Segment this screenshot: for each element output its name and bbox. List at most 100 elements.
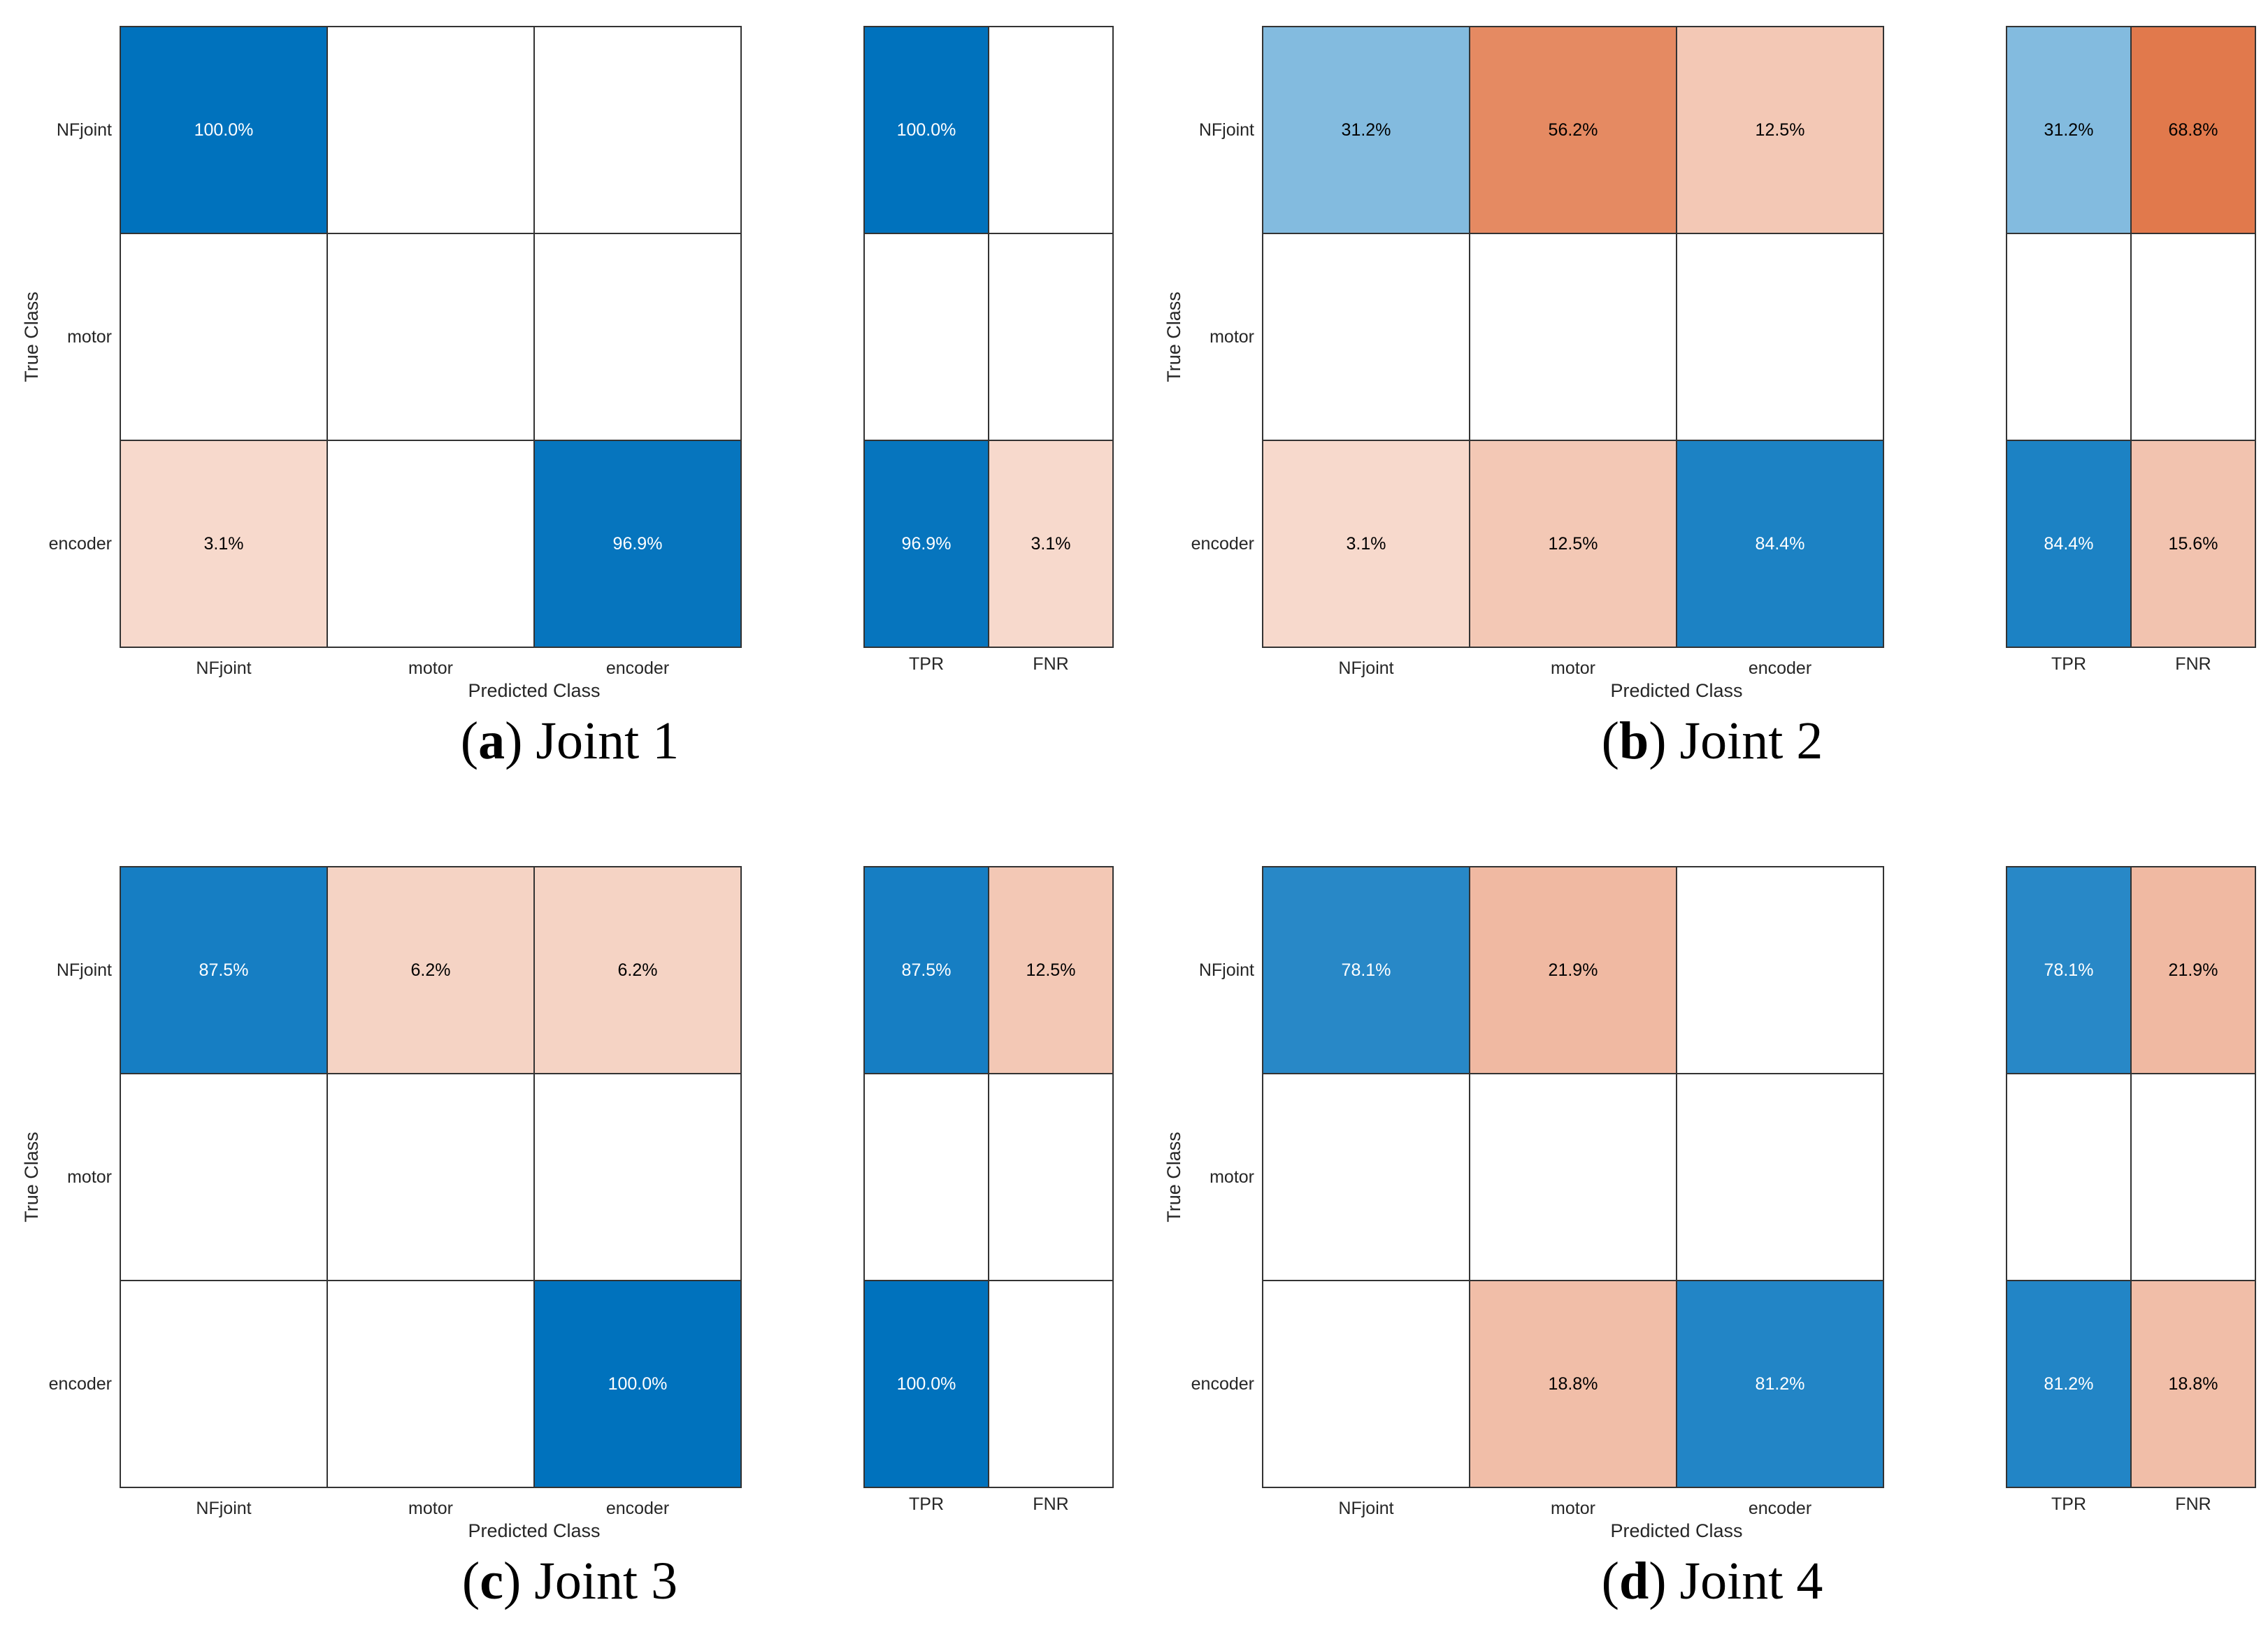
summary-label-2-0-1: 12.5%	[1026, 960, 1076, 980]
pred-class-tick-1-2: encoder	[1749, 658, 1811, 678]
xlabel-3: Predicted Class	[1610, 1520, 1742, 1541]
summary-col-tick-0-1: FNR	[1033, 654, 1068, 674]
matrix-cell-1-0-1	[1469, 26, 1677, 234]
summary-cell-1-2-0	[2006, 440, 2132, 648]
matrix-cell-2-0-1	[326, 866, 535, 1074]
matrix-cell-3-2-2	[1676, 1280, 1884, 1488]
summary-col-tick-1-0: TPR	[2051, 654, 2086, 674]
matrix-cell-2-2-2	[533, 1280, 742, 1488]
matrix-cell-2-1-0	[120, 1073, 328, 1281]
matrix-cell-1-2-0	[1262, 440, 1470, 648]
matrix-cell-1-1-0	[1262, 233, 1470, 441]
summary-cell-1-1-1	[2130, 233, 2256, 441]
pred-class-tick-3-1: motor	[1551, 1499, 1595, 1518]
summary-label-1-2-0: 84.4%	[2044, 534, 2094, 554]
matrix-label-3-2-1: 18.8%	[1549, 1374, 1598, 1394]
matrix-label-1-0-2: 12.5%	[1756, 120, 1805, 140]
ylabel-0: True Class	[21, 291, 42, 382]
matrix-label-2-0-0: 87.5%	[199, 960, 249, 980]
true-class-tick-1-0: NFjoint	[1199, 120, 1254, 140]
summary-label-0-2-0: 96.9%	[902, 534, 952, 554]
matrix-cell-3-0-1	[1469, 866, 1677, 1074]
xlabel-2: Predicted Class	[468, 1520, 600, 1541]
matrix-cell-2-0-0	[120, 866, 328, 1074]
matrix-cell-1-1-2	[1676, 233, 1884, 441]
matrix-cell-0-2-0	[120, 440, 328, 648]
true-class-tick-3-1: motor	[1210, 1167, 1254, 1187]
summary-col-tick-3-0: TPR	[2051, 1494, 2086, 1514]
summary-cell-1-0-0	[2006, 26, 2132, 234]
matrix-label-1-2-0: 3.1%	[1347, 534, 1386, 554]
summary-col-tick-0-0: TPR	[909, 654, 944, 674]
summary-label-3-0-0: 78.1%	[2044, 960, 2094, 980]
matrix-cell-0-1-2	[533, 233, 742, 441]
matrix-label-1-0-1: 56.2%	[1549, 120, 1598, 140]
true-class-tick-3-2: encoder	[1191, 1374, 1254, 1394]
xlabel-0: Predicted Class	[468, 680, 600, 701]
caption-3: (d) Joint 4	[1602, 1552, 1823, 1610]
caption-0: (a) Joint 1	[461, 712, 679, 770]
summary-cell-1-0-1	[2130, 26, 2256, 234]
summary-label-0-0-0: 100.0%	[897, 120, 956, 140]
caption-1: (b) Joint 2	[1602, 712, 1823, 770]
summary-col-tick-2-1: FNR	[1033, 1494, 1068, 1514]
summary-col-tick-2-0: TPR	[909, 1494, 944, 1514]
summary-cell-0-1-1	[988, 233, 1114, 441]
pred-class-tick-0-0: NFjoint	[196, 658, 251, 678]
summary-cell-2-0-0	[863, 866, 989, 1074]
summary-cell-0-2-1	[988, 440, 1114, 648]
matrix-cell-0-1-1	[326, 233, 535, 441]
matrix-cell-3-2-0	[1262, 1280, 1470, 1488]
matrix-cell-0-2-2	[533, 440, 742, 648]
matrix-label-3-0-0: 78.1%	[1342, 960, 1391, 980]
pred-class-tick-2-2: encoder	[606, 1499, 669, 1518]
matrix-cell-3-1-0	[1262, 1073, 1470, 1281]
matrix-label-1-0-0: 31.2%	[1342, 120, 1391, 140]
summary-cell-3-2-1	[2130, 1280, 2256, 1488]
caption-2: (c) Joint 3	[462, 1552, 677, 1610]
true-class-tick-0-2: encoder	[49, 534, 112, 554]
pred-class-tick-2-0: NFjoint	[196, 1499, 251, 1518]
matrix-cell-1-0-0	[1262, 26, 1470, 234]
pred-class-tick-2-1: motor	[408, 1499, 453, 1518]
true-class-tick-1-1: motor	[1210, 327, 1254, 347]
summary-label-1-2-1: 15.6%	[2169, 534, 2218, 554]
pred-class-tick-0-2: encoder	[606, 658, 669, 678]
matrix-cell-3-0-2	[1676, 866, 1884, 1074]
matrix-cell-2-2-0	[120, 1280, 328, 1488]
matrix-cell-2-1-2	[533, 1073, 742, 1281]
matrix-label-1-2-2: 84.4%	[1756, 534, 1805, 554]
matrix-cell-0-0-1	[326, 26, 535, 234]
summary-cell-3-0-0	[2006, 866, 2132, 1074]
summary-label-2-2-0: 100.0%	[897, 1374, 956, 1394]
matrix-label-2-2-2: 100.0%	[608, 1374, 668, 1394]
summary-label-1-0-0: 31.2%	[2044, 120, 2094, 140]
matrix-cell-1-1-1	[1469, 233, 1677, 441]
matrix-cell-0-2-1	[326, 440, 535, 648]
matrix-label-2-0-2: 6.2%	[618, 960, 658, 980]
summary-cell-1-1-0	[2006, 233, 2132, 441]
ylabel-3: True Class	[1163, 1132, 1184, 1223]
summary-col-tick-1-1: FNR	[2175, 654, 2211, 674]
summary-cell-3-1-0	[2006, 1073, 2132, 1281]
matrix-label-0-0-0: 100.0%	[194, 120, 254, 140]
true-class-tick-2-0: NFjoint	[57, 960, 112, 980]
ylabel-1: True Class	[1163, 291, 1184, 382]
matrix-label-2-0-1: 6.2%	[411, 960, 451, 980]
matrix-cell-3-1-2	[1676, 1073, 1884, 1281]
true-class-tick-0-0: NFjoint	[57, 120, 112, 140]
summary-cell-3-1-1	[2130, 1073, 2256, 1281]
matrix-label-1-2-1: 12.5%	[1549, 534, 1598, 554]
matrix-cell-0-1-0	[120, 233, 328, 441]
pred-class-tick-1-0: NFjoint	[1338, 658, 1393, 678]
matrix-cell-2-2-1	[326, 1280, 535, 1488]
true-class-tick-3-0: NFjoint	[1199, 960, 1254, 980]
summary-cell-2-0-1	[988, 866, 1114, 1074]
ylabel-2: True Class	[21, 1132, 42, 1223]
summary-cell-2-2-1	[988, 1280, 1114, 1488]
true-class-tick-2-1: motor	[67, 1167, 112, 1187]
true-class-tick-1-2: encoder	[1191, 534, 1254, 554]
matrix-cell-3-1-1	[1469, 1073, 1677, 1281]
summary-label-3-2-0: 81.2%	[2044, 1374, 2094, 1394]
